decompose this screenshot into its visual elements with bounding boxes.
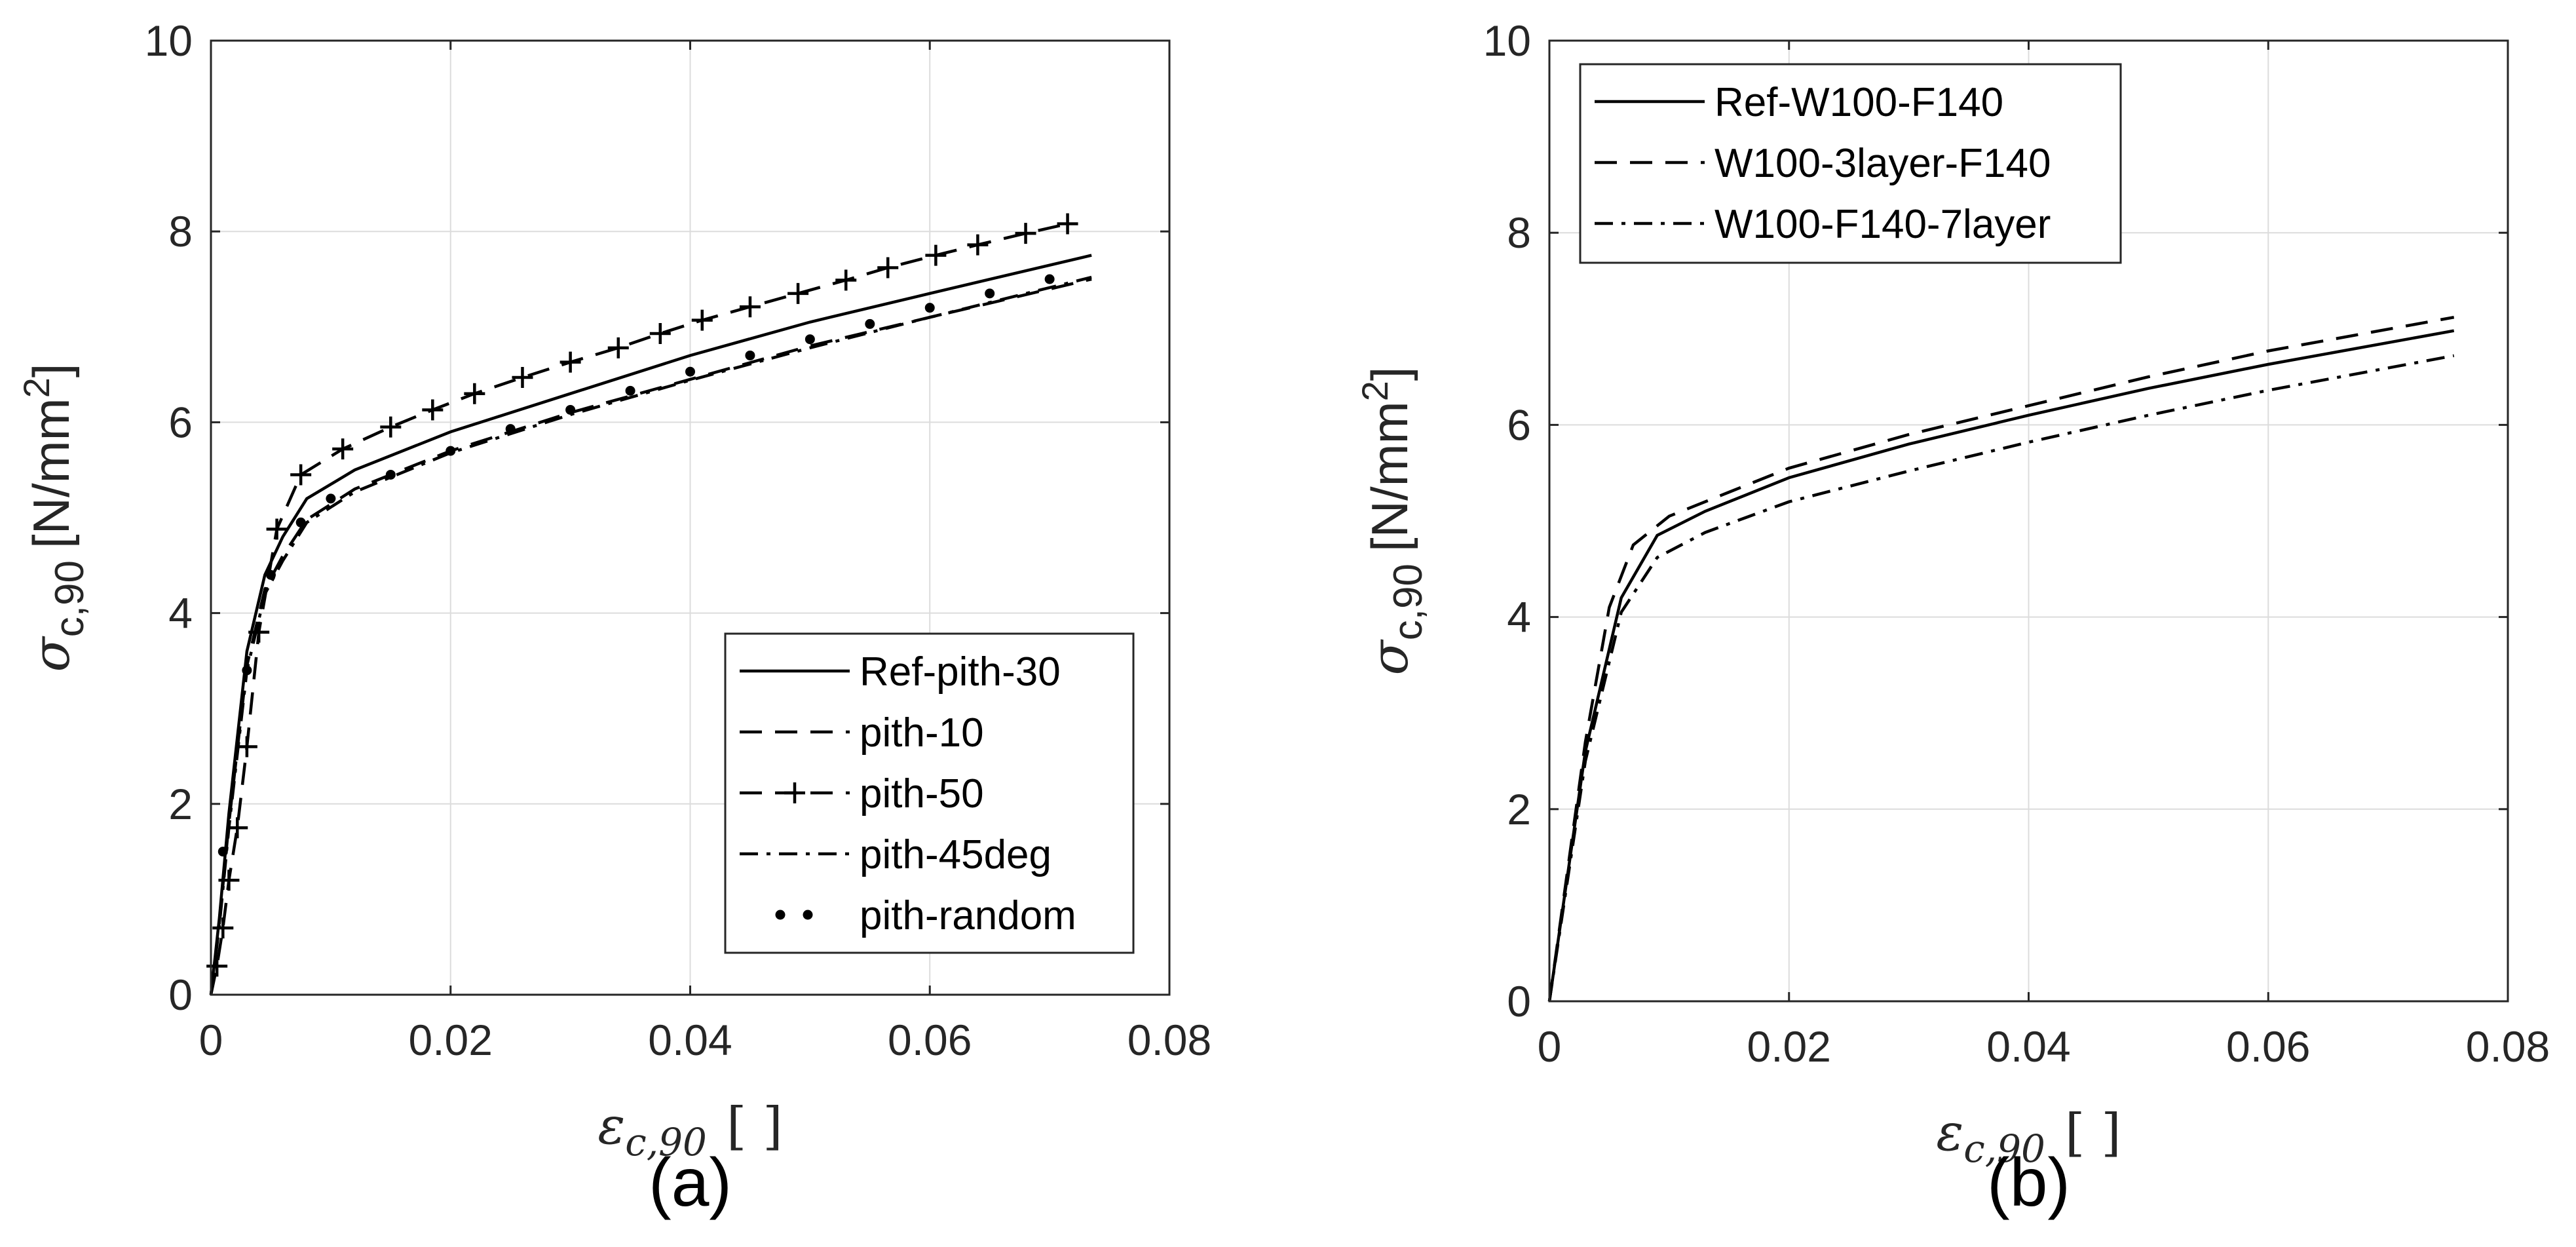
y-tick-label: 8	[1507, 208, 1531, 257]
series-pith-random-point	[505, 424, 516, 434]
series-pith-50-marker	[266, 518, 288, 540]
series-pith-50-marker	[236, 736, 257, 758]
axes-frame	[1548, 39, 2509, 1003]
series-pith-50-marker	[559, 351, 581, 373]
y-tick-label: 2	[168, 780, 193, 828]
series-pith-random-point	[242, 665, 252, 676]
series-pith-random-point	[985, 288, 995, 299]
legend-item-pith-45deg-label: pith-45deg	[860, 832, 1051, 877]
series-pith-50-marker	[877, 257, 899, 278]
legend-item-pith-random-swatch	[775, 910, 786, 920]
series-ref-pith-30-line	[209, 254, 1092, 995]
legend-item-ref-w100-f140-label: Ref-W100-F140	[1714, 80, 2003, 125]
series-pith-50-marker	[248, 621, 270, 643]
series-pith-50-marker	[512, 366, 533, 388]
x-tick-label: 0.04	[1986, 1022, 2070, 1071]
x-tick-label: 0.06	[2226, 1022, 2310, 1071]
series-pith-50-marker	[1057, 213, 1078, 235]
legend-item-pith-random-label: pith-random	[860, 893, 1076, 938]
series-pith-50-marker	[212, 917, 234, 939]
x-tick-label: 0	[1538, 1022, 1562, 1071]
panel-label: (a)	[649, 1145, 732, 1221]
series-pith-random-point	[1044, 274, 1055, 284]
series-w100-3layer-f140-line	[1547, 315, 2455, 1002]
series-pith-50-marker	[787, 282, 809, 304]
legend: Ref-W100-F140 W100-3layer-F140 W100-F140-7…	[1579, 63, 2122, 264]
series-pith-50-marker	[835, 269, 857, 291]
series-pith-random-point	[218, 847, 228, 857]
series-pith-random-point	[565, 404, 576, 415]
y-tick-label: 4	[168, 589, 193, 638]
series-pith-50-marker	[380, 416, 402, 438]
series-pith-random-point	[745, 350, 755, 360]
series-pith-50-marker	[422, 399, 444, 421]
series-pith-50-marker	[290, 464, 312, 486]
y-tick-label: 10	[1483, 16, 1531, 65]
y-tick-label: 0	[1507, 977, 1531, 1026]
x-tick-label: 0.06	[888, 1016, 972, 1064]
y-tick-label: 8	[168, 207, 193, 256]
series-pith-random-point	[385, 469, 396, 480]
panel-label: (b)	[1987, 1145, 2070, 1221]
x-tick-label: 0.02	[409, 1016, 493, 1064]
legend-item-pith-10-label: pith-10	[860, 710, 984, 756]
legend-item-ref-pith-30-label: Ref-pith-30	[860, 649, 1061, 695]
series-pith-50-marker	[332, 438, 354, 460]
x-tick-label: 0.08	[2466, 1022, 2550, 1071]
series-pith-random-point	[326, 493, 336, 504]
legend: Ref-pith-30 pith-10 pith-50 pith-45deg pith-…	[724, 632, 1135, 954]
legend-item-w100-3layer-f140-label: W100-3layer-F140	[1714, 141, 2051, 186]
y-axis-label: σc,90[N/mm2]	[1354, 367, 1431, 676]
panel-a: 0 0.02 0.04 0.06 0.08 0 2 4 6 8 10 Ref-pith-30 pith-…	[16, 16, 1211, 1221]
y-axis-label: σc,90[N/mm2]	[16, 364, 92, 672]
series-pith-50-marker	[691, 309, 713, 331]
series-pith-random-point	[685, 366, 695, 377]
series-pith-50-marker	[1015, 223, 1036, 244]
series-w100-f140-7layer-line	[1547, 354, 2455, 1002]
series-pith-50-marker	[218, 870, 240, 891]
series-pith-50-marker	[206, 955, 228, 977]
axes-frame	[210, 39, 1171, 996]
x-tick-label: 0.02	[1747, 1022, 1831, 1071]
series-pith-50-line	[209, 222, 1069, 995]
series-pith-random-point	[805, 334, 815, 345]
series-pith-50-marker	[739, 296, 761, 318]
x-tick-label: 0.04	[648, 1016, 732, 1064]
series-pith-50-marker	[464, 383, 485, 404]
series-pith-random-point	[865, 318, 875, 329]
x-tick-label: 0	[199, 1016, 223, 1064]
x-axis-label: εc,90[ ]	[597, 1097, 782, 1164]
series-pith-random-point	[625, 385, 635, 396]
series-pith-random-point	[924, 303, 935, 313]
series-pith-50-marker	[925, 244, 947, 266]
series-pith-random-point	[445, 446, 456, 456]
legend-item-pith-50-swatch-marker	[784, 782, 805, 803]
y-tick-label: 6	[1507, 400, 1531, 449]
y-tick-label: 0	[168, 970, 193, 1019]
y-tick-label: 6	[168, 398, 193, 446]
series-pith-45deg-line	[209, 275, 1092, 995]
legend-item-pith-random-swatch	[803, 910, 813, 920]
panel-b: 0 0.02 0.04 0.06 0.08 0 2 4 6 8 10 Ref-W100-F140 W10…	[1354, 16, 2550, 1221]
series-pith-50-marker	[649, 322, 671, 344]
series-pith-50-marker	[607, 337, 629, 358]
legend-item-w100-f140-7layer-label: W100-F140-7layer	[1714, 202, 2051, 247]
series-pith-random-point	[295, 517, 306, 528]
y-tick-label: 2	[1507, 785, 1531, 834]
series-ref-w100-f140-line	[1547, 329, 2455, 1002]
y-tick-label: 10	[145, 16, 193, 65]
series-pith-50-marker	[967, 234, 989, 256]
legend-item-pith-50-label: pith-50	[860, 771, 984, 816]
x-axis-label: εc,90[ ]	[1936, 1103, 2121, 1171]
x-tick-label: 0.08	[1127, 1016, 1211, 1064]
y-tick-label: 4	[1507, 593, 1531, 642]
series-pith-random-point	[265, 569, 276, 580]
